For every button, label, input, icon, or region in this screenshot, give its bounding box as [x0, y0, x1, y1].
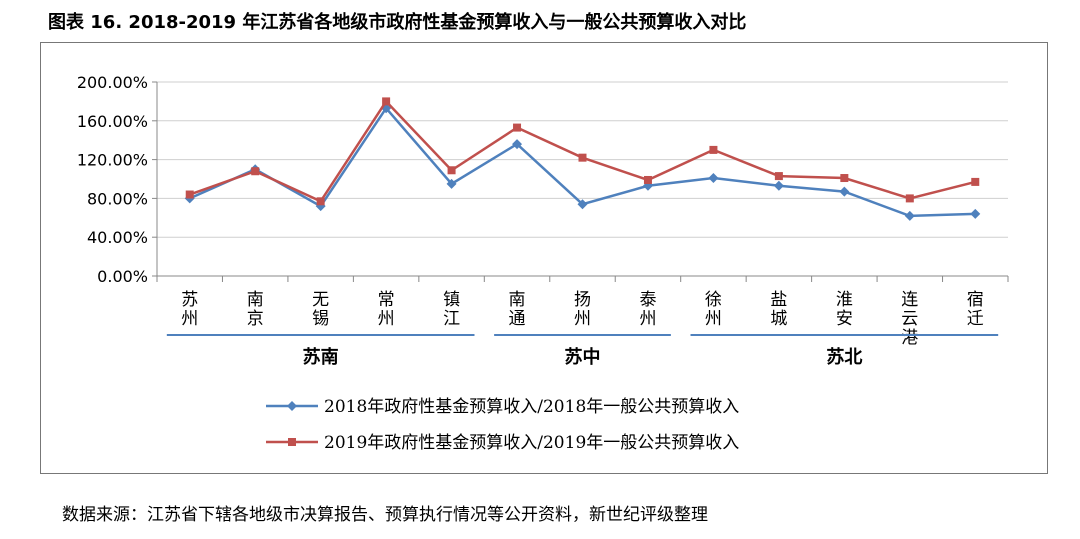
data-point [446, 178, 457, 189]
series-lines [184, 97, 981, 221]
data-point [513, 123, 522, 132]
y-axis-ticks: 0.00% 40.00% 80.00% 120.00% 160.00% 200.00% [77, 73, 148, 286]
group-label: 苏中 [565, 346, 601, 368]
y-tick-label: 120.00% [77, 151, 148, 170]
data-point [774, 172, 783, 181]
legend: 2018年政府性基金预算收入/2018年一般公共预算收入 2019年政府性基金预算… [266, 397, 739, 453]
legend-label: 2019年政府性基金预算收入/2019年一般公共预算收入 [324, 433, 739, 453]
data-point [971, 177, 980, 186]
data-point [185, 190, 194, 199]
x-axis-categories: 苏州 南京 无锡 常州 镇江 南通 扬州 泰州 徐州 盐城 淮安 连云港 宿迁 [181, 290, 984, 348]
data-point [708, 173, 719, 184]
x-category-label: 盐城 [770, 290, 787, 329]
data-point [577, 199, 588, 210]
chart-frame [40, 42, 1048, 474]
data-point [251, 167, 260, 176]
data-point [512, 139, 523, 150]
x-category-label: 南京 [247, 290, 264, 329]
gridlines [152, 81, 1009, 282]
data-point [840, 174, 849, 183]
data-point [905, 194, 914, 203]
data-point [382, 97, 391, 106]
x-category-label: 淮安 [836, 290, 853, 329]
data-point [447, 166, 456, 175]
y-tick-label: 0.00% [97, 267, 148, 286]
y-tick-label: 80.00% [87, 189, 148, 208]
legend-label: 2018年政府性基金预算收入/2018年一般公共预算收入 [324, 397, 739, 417]
series-line [189, 99, 976, 203]
x-category-label: 宿迁 [967, 290, 984, 329]
x-category-label: 常州 [378, 290, 395, 329]
legend-marker [288, 438, 296, 446]
data-point [643, 175, 652, 184]
x-category-label: 苏州 [181, 290, 198, 329]
chart-title: 图表 16. 2018-2019 年江苏省各地级市政府性基金预算收入与一般公共预… [48, 12, 747, 33]
source-note: 数据来源：江苏省下辖各地级市决算报告、预算执行情况等公开资料，新世纪评级整理 [62, 505, 708, 525]
x-category-label: 镇江 [443, 290, 460, 329]
region-groups: 苏南 苏中 苏北 [166, 334, 999, 368]
x-category-label: 徐州 [705, 290, 722, 329]
x-category-label: 连云港 [901, 290, 918, 348]
y-tick-label: 40.00% [87, 228, 148, 247]
y-tick-label: 200.00% [77, 73, 148, 92]
data-point [970, 208, 981, 219]
y-tick-label: 160.00% [77, 112, 148, 131]
data-point [773, 180, 784, 191]
x-category-label: 无锡 [312, 290, 329, 329]
x-category-label: 泰州 [639, 290, 656, 329]
data-point [839, 186, 850, 197]
data-point [578, 153, 587, 162]
legend-marker [287, 401, 297, 411]
group-label: 苏南 [303, 346, 339, 368]
x-category-label: 扬州 [574, 290, 591, 329]
group-label: 苏北 [826, 346, 862, 368]
data-point [709, 145, 718, 154]
data-point [904, 210, 915, 221]
data-point [316, 197, 325, 206]
x-category-label: 南通 [509, 290, 526, 329]
